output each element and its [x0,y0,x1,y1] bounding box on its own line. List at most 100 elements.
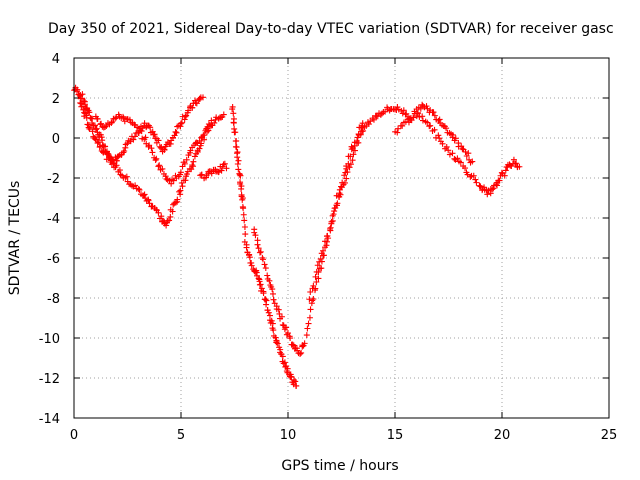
data-point [256,249,263,256]
data-point [187,147,194,154]
data-point [181,160,188,167]
data-point [241,224,248,230]
plot-frame [73,57,610,419]
x-tick-label: 25 [601,428,618,443]
data-point [513,160,520,167]
data-point [194,148,201,155]
data-point [158,213,165,220]
data-point [349,157,356,164]
data-point [301,340,308,347]
data-point [294,347,301,354]
data-point [235,166,242,173]
data-point [153,155,160,162]
data-point [287,335,294,342]
data-point [265,309,272,316]
data-point [341,172,348,179]
data-point [278,313,285,320]
data-point [138,128,145,135]
data-point [347,153,354,160]
x-tick-label: 20 [494,428,511,443]
data-point [326,226,333,233]
data-point [234,154,241,161]
data-point [344,169,351,176]
data-point [89,128,96,135]
data-point [431,126,438,133]
data-point [141,191,148,198]
data-point [208,170,215,177]
data-point [330,211,337,218]
data-point [307,306,314,313]
data-point [233,144,240,151]
data-point [77,99,84,106]
data-point [198,171,205,178]
data-point [177,187,184,194]
data-point [347,161,354,168]
data-point [174,196,181,203]
data-point [496,177,503,184]
data-point [348,143,355,150]
data-point [449,131,456,138]
data-point [489,186,496,193]
data-point [283,324,290,331]
series-track-main-lower [77,99,215,229]
data-point [239,196,246,203]
data-point [272,334,279,341]
data-point [155,209,162,216]
data-point [196,145,203,152]
data-point [470,172,477,179]
data-point [234,149,241,156]
data-point [248,262,255,269]
data-point [260,290,267,297]
data-point [189,104,196,111]
data-point [240,211,247,218]
data-point [232,129,239,136]
data-point [132,182,139,189]
data-point [324,232,331,239]
y-tick-labels: -14 -12 -10 -8 -6 -4 -2 0 2 4 [39,52,60,427]
data-point [419,113,426,120]
data-point [94,115,101,122]
data-point [236,171,243,178]
data-point [423,103,430,110]
data-point [269,290,276,297]
data-point [155,137,162,144]
data-point [367,118,374,125]
data-point [270,327,277,334]
data-point [262,296,269,303]
data-point [121,148,128,155]
data-point [284,330,291,337]
data-point [313,268,320,275]
data-point [334,200,341,207]
data-point [93,125,100,132]
series-track-rise-right [306,101,476,303]
data-point [469,158,476,165]
data-point [235,157,242,164]
data-point [436,116,443,123]
data-point [211,119,218,126]
data-point [134,124,141,131]
data-point [501,172,508,179]
x-tick-label: 5 [177,428,185,443]
data-point [443,125,450,132]
data-point [264,272,271,279]
data-point [307,288,314,295]
data-point [215,168,222,175]
data-point [136,186,143,193]
data-point [435,132,442,139]
series-track-tail [392,110,523,198]
data-point [237,179,244,186]
data-point [80,98,87,105]
data-point [269,286,276,293]
data-point [142,134,149,141]
data-point [95,139,102,146]
x-tick-label: 10 [280,428,297,443]
data-point [292,378,299,385]
data-point [410,114,417,121]
data-point [240,205,247,212]
data-point [306,296,313,303]
data-point [223,165,230,172]
data-point [155,163,162,170]
data-point [274,340,281,347]
data-point [313,279,320,286]
data-point [370,116,377,123]
